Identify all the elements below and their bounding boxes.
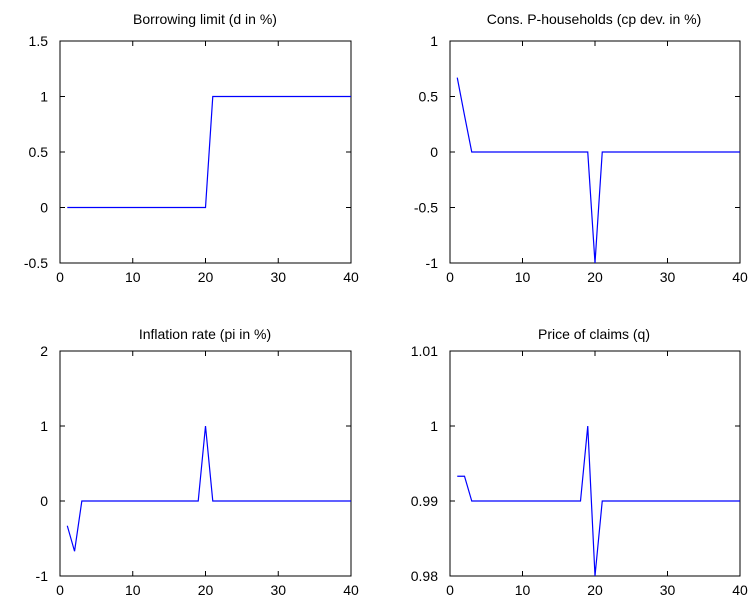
y-tick-label: 1 [40, 89, 48, 105]
x-tick-label: 0 [56, 269, 64, 285]
subplot-borrowing-limit: Borrowing limit (d in %) 0 10 20 30 40 -0.5 0 0… [24, 11, 359, 285]
y-tick-label: 0.5 [29, 144, 49, 160]
x-tick-label: 10 [125, 269, 141, 285]
x-tick-label: 30 [270, 582, 286, 598]
subplot-title: Price of claims (q) [538, 326, 650, 342]
y-tick-label: 0.5 [419, 89, 439, 105]
x-tick-label: 40 [343, 269, 359, 285]
y-tick-label: 2 [40, 343, 48, 359]
x-tick-label: 30 [660, 269, 676, 285]
x-tick-label: 20 [587, 269, 603, 285]
subplot-title: Borrowing limit (d in %) [133, 11, 277, 27]
subplot-title: Cons. P-households (cp dev. in %) [487, 11, 702, 27]
subplot-consumption-p-households: Cons. P-households (cp dev. in %) 0 10 20 3… [414, 11, 748, 285]
x-tick-label: 40 [732, 582, 748, 598]
y-tick-label: -0.5 [414, 200, 438, 216]
y-tick-label: 0 [40, 200, 48, 216]
x-tick-label: 0 [446, 582, 454, 598]
y-tick-label: 0 [430, 144, 438, 160]
x-tick-label: 20 [198, 582, 214, 598]
subplot-title: Inflation rate (pi in %) [139, 326, 271, 342]
y-tick-label: -0.5 [24, 255, 48, 271]
subplot-inflation-rate: Inflation rate (pi in %) 0 10 20 30 40 -1 0 1 2 [36, 326, 359, 598]
x-tick-label: 20 [198, 269, 214, 285]
series-line [66, 425, 351, 552]
series-line [457, 425, 740, 577]
x-tick-label: 30 [270, 269, 286, 285]
x-tick-label: 10 [515, 269, 531, 285]
series-line [67, 95, 351, 209]
y-tick-label: 1 [40, 418, 48, 434]
y-tick-label: 1.5 [29, 33, 49, 49]
y-tick-label: 0 [40, 493, 48, 509]
subplot-price-of-claims: Price of claims (q) 0 10 20 30 40 0.98 0.99 1 1.… [411, 326, 748, 598]
x-tick-label: 0 [446, 269, 454, 285]
y-tick-label: 0.98 [411, 568, 438, 584]
y-tick-label: 0.99 [411, 493, 438, 509]
x-tick-label: 10 [515, 582, 531, 598]
x-tick-label: 40 [732, 269, 748, 285]
y-tick-label: 1 [430, 33, 438, 49]
y-tick-label: -1 [426, 255, 439, 271]
y-tick-label: 1 [430, 418, 438, 434]
y-tick-label: -1 [36, 568, 49, 584]
x-tick-label: 20 [587, 582, 603, 598]
x-tick-label: 30 [660, 582, 676, 598]
x-tick-label: 10 [125, 582, 141, 598]
series-line [456, 77, 740, 264]
y-tick-label: 1.01 [411, 343, 438, 359]
x-tick-label: 40 [343, 582, 359, 598]
x-tick-label: 0 [56, 582, 64, 598]
